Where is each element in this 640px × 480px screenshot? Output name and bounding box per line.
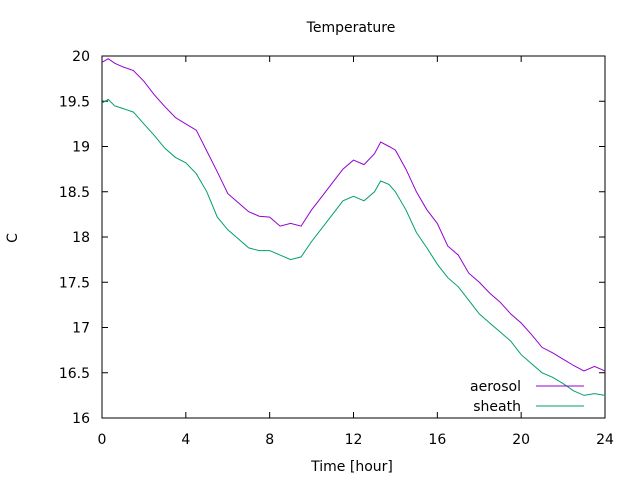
y-axis-label: C: [5, 233, 21, 243]
axis-tick-labels: 0 4 8 12 16 20 24 16 16.5 17 17.5 18 18.5 19 19.5 20: [59, 49, 614, 448]
y-tick-label: 19: [72, 140, 90, 156]
x-axis-label: Time [hour]: [310, 459, 393, 475]
y-tick-label: 17: [72, 321, 90, 337]
series-line-sheath: [101, 98, 606, 396]
x-tick-label: 8: [265, 432, 274, 448]
series-line-aerosol: [101, 58, 606, 372]
series-lines: [101, 58, 606, 396]
legend-label-aerosol: aerosol: [470, 379, 521, 395]
axis-ticks: [101, 55, 606, 419]
y-tick-label: 18: [72, 230, 90, 246]
y-tick-label: 18.5: [59, 185, 90, 201]
x-tick-label: 20: [512, 432, 530, 448]
plot-area-frame: [101, 55, 606, 419]
x-tick-label: 16: [428, 432, 446, 448]
x-tick-label: 4: [181, 432, 190, 448]
legend: aerosol sheath: [470, 379, 584, 415]
chart-title: Temperature: [306, 20, 396, 36]
legend-label-sheath: sheath: [473, 399, 521, 415]
y-tick-label: 19.5: [59, 94, 90, 110]
x-tick-label: 0: [98, 432, 107, 448]
x-tick-label: 24: [596, 432, 614, 448]
y-tick-label: 17.5: [59, 275, 90, 291]
y-tick-label: 20: [72, 49, 90, 65]
y-tick-label: 16: [72, 411, 90, 427]
x-tick-label: 12: [345, 432, 363, 448]
y-tick-label: 16.5: [59, 366, 90, 382]
